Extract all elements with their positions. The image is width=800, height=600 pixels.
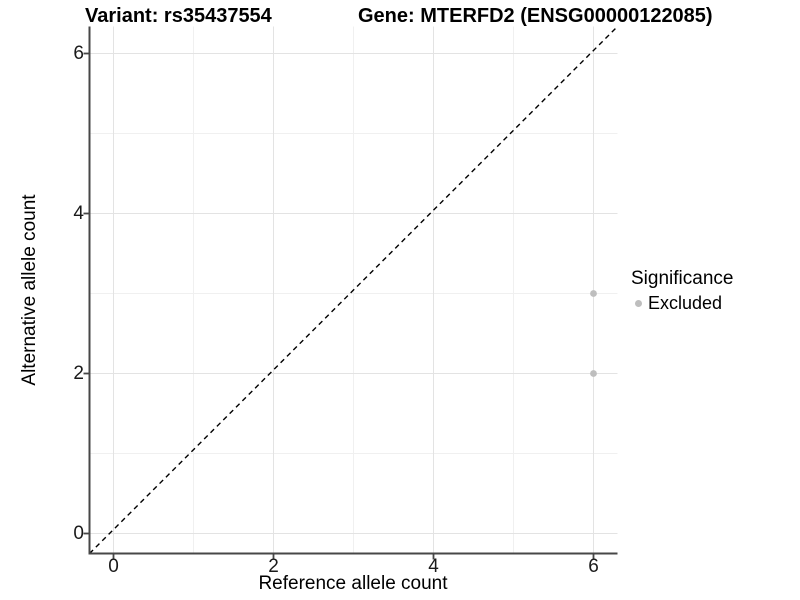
legend-title: Significance	[631, 268, 734, 289]
data-point	[590, 370, 597, 377]
plot-title-variant: Variant: rs35437554	[85, 5, 272, 27]
x-tick-label: 4	[428, 556, 439, 577]
y-tick-label: 0	[73, 522, 84, 544]
plot-title-gene: Gene: MTERFD2 (ENSG00000122085)	[358, 5, 713, 27]
legend-item-excluded: Excluded	[631, 293, 733, 314]
x-axis-title: Reference allele count	[258, 573, 448, 594]
legend-item-label: Excluded	[648, 293, 723, 313]
data-point	[590, 290, 597, 297]
legend: Significance Excluded	[631, 268, 733, 314]
y-axis-title: Alternative allele count	[19, 194, 40, 386]
legend-key-dot-icon	[635, 300, 642, 307]
y-tick-label: 2	[73, 362, 84, 384]
x-tick-label: 0	[108, 556, 119, 577]
y-tick-label: 4	[73, 202, 84, 224]
x-tick-label: 6	[588, 556, 599, 577]
y-tick-label: 6	[73, 42, 84, 64]
identity-dashed-line	[89, 26, 618, 554]
x-tick-label: 2	[268, 556, 279, 577]
